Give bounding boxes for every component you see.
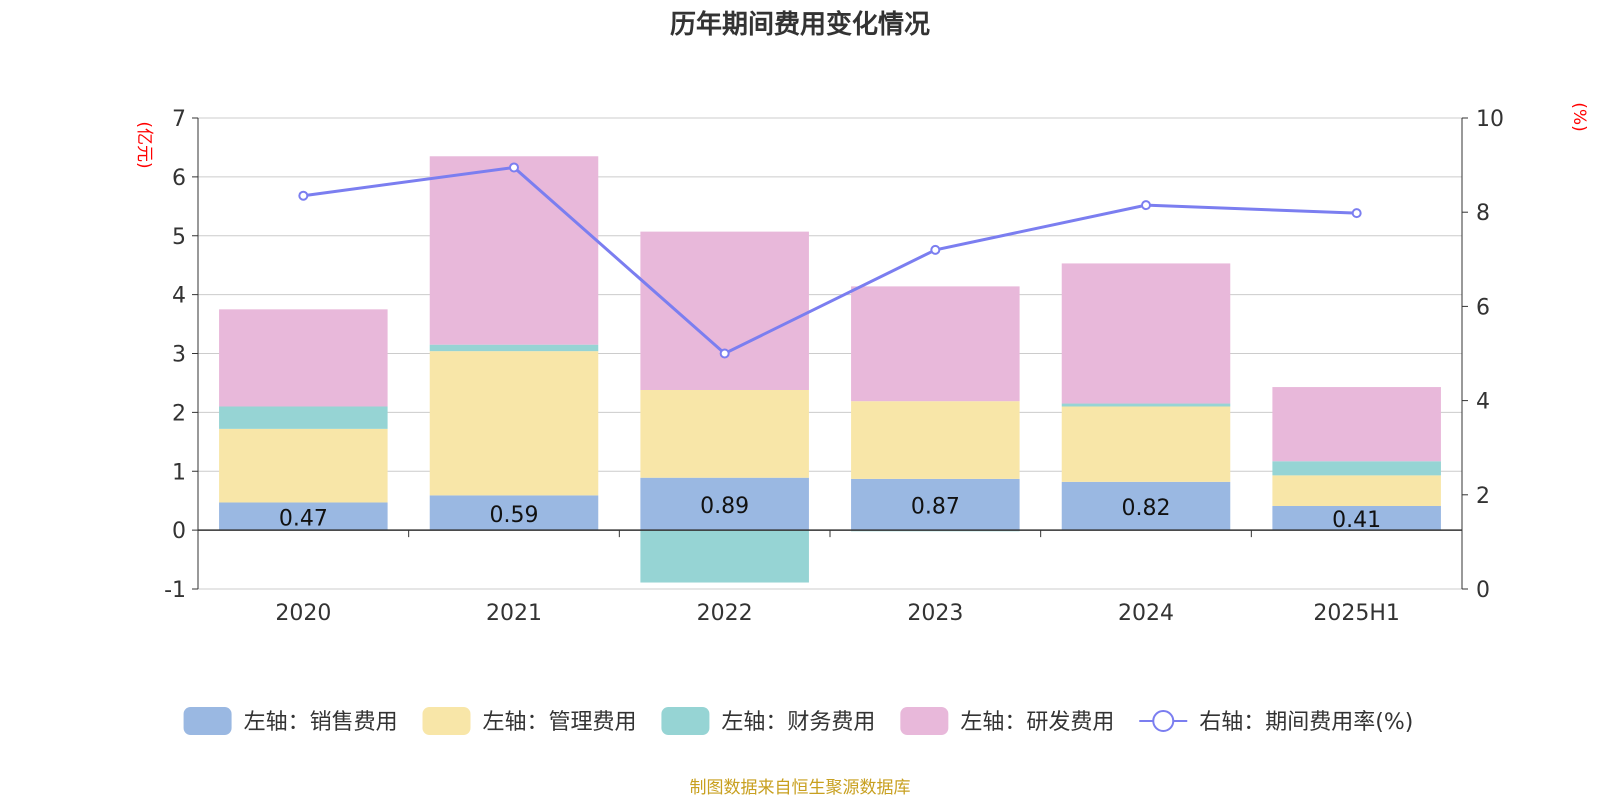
x-tick-label: 2023	[907, 601, 963, 626]
bar-admin-2021	[429, 351, 599, 496]
legend-marker-icon	[1152, 710, 1175, 732]
rate-point	[930, 244, 941, 255]
bar-rd-2024	[1061, 263, 1231, 404]
left-tick-label: -1	[164, 578, 186, 603]
x-tick-label: 2021	[486, 601, 542, 626]
legend-label-sales: 左轴：销售费用	[244, 710, 398, 735]
bar-finance-2024	[1061, 403, 1231, 407]
data-labels-layer: 0.47 0.59 0.89 0.87 0.82 0.41	[279, 494, 1381, 533]
x-tick-label: 2024	[1118, 601, 1174, 626]
bar-rd-2025H1	[1272, 387, 1441, 462]
left-tick-label: 4	[172, 284, 186, 309]
bar-rd-2021	[429, 156, 599, 345]
left-tick-label: 2	[172, 401, 186, 426]
right-tick-label: 10	[1476, 107, 1504, 132]
right-tick-label: 4	[1476, 390, 1490, 415]
bar-admin-2020	[219, 428, 388, 503]
right-tick-label: 8	[1476, 201, 1490, 226]
bar-finance-2025H1	[1272, 461, 1441, 476]
left-tick-label: 7	[172, 107, 186, 132]
right-tick-label: 2	[1476, 484, 1490, 509]
bar-sales-2020	[219, 502, 388, 531]
legend-swatch-finance	[661, 707, 710, 735]
rate-point	[509, 162, 519, 173]
legend: 左轴：销售费用 左轴：管理费用 左轴：财务费用 左轴：研发费用 右轴：期间费用率(%)	[183, 707, 1413, 735]
bar-admin-2023	[851, 401, 1020, 479]
right-tick-label: 0	[1476, 578, 1490, 603]
bar-sales-2023	[851, 478, 1020, 531]
rate-point	[1141, 200, 1151, 211]
bar-sales-2022	[640, 477, 809, 531]
right-tick-label: 6	[1476, 295, 1490, 320]
bar-sales-2025H1	[1272, 505, 1441, 531]
left-tick-label: 6	[172, 166, 186, 191]
legend-swatch-rd	[900, 707, 949, 735]
bar-admin-2022	[640, 390, 809, 478]
x-tick-label: 2020	[275, 601, 331, 626]
bar-rd-2022	[640, 231, 809, 391]
bar-rd-2020	[219, 309, 388, 407]
legend-label-rate: 右轴：期间费用率(%)	[1199, 710, 1413, 735]
data-label-sales: 0.82	[1122, 496, 1171, 521]
bar-finance-2020	[219, 406, 388, 429]
legend-swatch-admin	[422, 707, 471, 735]
legend-label-rd: 左轴：研发费用	[960, 710, 1114, 735]
data-label-sales: 0.41	[1332, 508, 1381, 533]
x-tick-label: 2025H1	[1313, 601, 1400, 626]
left-tick-label: 3	[172, 343, 186, 368]
rate-point	[298, 190, 309, 201]
bar-admin-2024	[1061, 406, 1231, 482]
bar-sales-2021	[429, 495, 599, 531]
chart-title: 历年期间费用变化情况	[670, 9, 930, 40]
legend-label-admin: 左轴：管理费用	[483, 710, 637, 735]
bar-finance-2022	[640, 530, 809, 583]
rate-line	[303, 165, 1357, 356]
axes-layer: -1 0 1 2 3 4 5 6 7 0 2 4 6 8 10 2020 2021 2022 2023 2024 202…	[164, 107, 1504, 626]
rate-line-layer	[298, 162, 1362, 359]
left-axis-unit: (亿元)	[134, 121, 154, 168]
bars-layer	[219, 156, 1441, 583]
legend-label-finance: 左轴：财务费用	[721, 710, 875, 735]
rate-point	[719, 348, 730, 359]
data-label-sales: 0.47	[279, 506, 328, 531]
bar-sales-2024	[1061, 481, 1231, 531]
left-tick-label: 1	[172, 460, 186, 485]
data-label-sales: 0.87	[911, 495, 960, 520]
bar-admin-2025H1	[1272, 475, 1441, 506]
legend-swatch-sales	[183, 707, 232, 735]
left-tick-label: 5	[172, 225, 186, 250]
left-tick-label: 0	[172, 519, 186, 544]
rate-point	[1351, 208, 1362, 219]
data-label-sales: 0.59	[490, 503, 539, 528]
source-note: 制图数据来自恒生聚源数据库	[690, 778, 911, 798]
bar-rd-2023	[851, 286, 1020, 402]
bar-finance-2021	[429, 344, 599, 352]
data-label-sales: 0.89	[700, 494, 749, 519]
x-tick-label: 2022	[697, 601, 753, 626]
right-axis-unit: (%)	[1569, 102, 1589, 131]
